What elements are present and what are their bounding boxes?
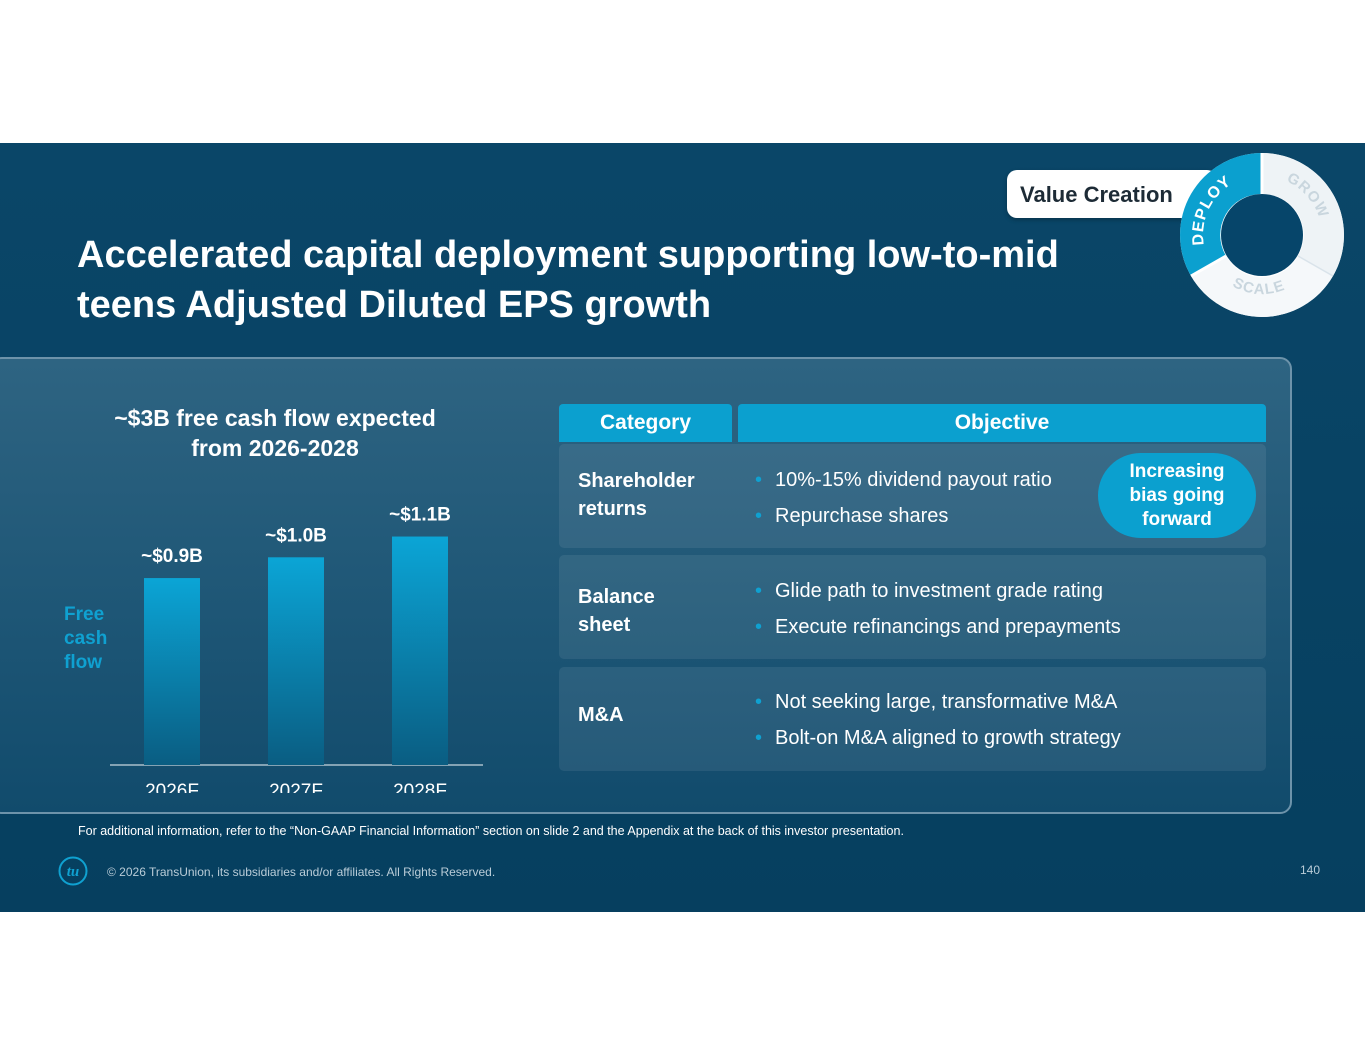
fcf-bar-chart: ~$0.9B 2026F ~$1.0B 2027F ~$1.1B 2028F bbox=[110, 505, 483, 793]
category-line-1: Shareholder bbox=[578, 470, 695, 492]
chart-title: ~$3B free cash flow expected from 2026-2… bbox=[110, 403, 440, 463]
value-creation-label: Value Creation bbox=[1007, 170, 1217, 218]
increasing-bias-badge: Increasing bias going forward bbox=[1098, 453, 1256, 538]
data-label-2026F: ~$0.9B bbox=[141, 546, 203, 567]
table-header-category: Category bbox=[559, 404, 732, 442]
chart-title-line-2: from 2026-2028 bbox=[191, 435, 359, 461]
transunion-logo-icon: tu bbox=[58, 856, 88, 886]
data-label-2027F: ~$1.0B bbox=[265, 525, 327, 546]
table-row-m-and-a: M&A Not seeking large, transformative M&… bbox=[559, 667, 1266, 771]
x-tick-label-2028F: 2028F bbox=[393, 781, 447, 793]
logo-text: tu bbox=[67, 864, 80, 880]
y-axis-label-line-2: cash bbox=[64, 628, 108, 649]
wheel-label-scale: SCALE bbox=[1230, 274, 1287, 298]
slide: Accelerated capital deployment supportin… bbox=[0, 143, 1365, 912]
objective-item: Execute refinancings and prepayments bbox=[755, 609, 1121, 645]
category-line-2: returns bbox=[578, 498, 647, 520]
category-line-2: sheet bbox=[578, 614, 631, 636]
wheel-center bbox=[1221, 194, 1303, 276]
category-line-1: Balance bbox=[578, 586, 655, 608]
data-label-2028F: ~$1.1B bbox=[389, 505, 451, 526]
footnote: For additional information, refer to the… bbox=[78, 824, 904, 838]
table-row-balance-sheet: Balance sheet Glide path to investment g… bbox=[559, 555, 1266, 659]
y-axis-label: Free cash flow bbox=[64, 603, 124, 675]
value-creation-text: Value Creation bbox=[1020, 182, 1173, 207]
row-category: Shareholder returns bbox=[578, 467, 728, 523]
objective-item: Bolt-on M&A aligned to growth strategy bbox=[755, 720, 1121, 756]
objective-list: Not seeking large, transformative M&A Bo… bbox=[755, 684, 1121, 756]
badge-line-1: Increasing bbox=[1129, 460, 1225, 482]
chart-title-line-1: ~$3B free cash flow expected bbox=[114, 405, 436, 431]
bar-2027F bbox=[268, 557, 324, 765]
x-tick-label-2026F: 2026F bbox=[145, 781, 199, 793]
row-category: Balance sheet bbox=[578, 583, 728, 639]
copyright: © 2026 TransUnion, its subsidiaries and/… bbox=[107, 865, 496, 879]
title-line-1: Accelerated capital deployment supportin… bbox=[77, 234, 1059, 276]
badge-line-2: bias going bbox=[1129, 484, 1225, 506]
wheel-segment-grow bbox=[1262, 153, 1344, 276]
wheel-segment-scale bbox=[1191, 256, 1333, 317]
y-axis-label-line-1: Free bbox=[64, 604, 105, 625]
bar-2028F bbox=[392, 536, 448, 765]
bar-2026F bbox=[144, 578, 200, 765]
badge-line-3: forward bbox=[1142, 508, 1212, 530]
y-axis-label-line-3: flow bbox=[64, 652, 102, 673]
objective-item: 10%-15% dividend payout ratio bbox=[755, 462, 1052, 498]
row-category: M&A bbox=[578, 701, 728, 729]
category-line-1: M&A bbox=[578, 704, 624, 726]
page-number: 140 bbox=[1299, 863, 1320, 877]
objective-item: Not seeking large, transformative M&A bbox=[755, 684, 1121, 720]
wheel-segment-deploy bbox=[1180, 153, 1262, 276]
objective-item: Glide path to investment grade rating bbox=[755, 573, 1121, 609]
title-line-2: teens Adjusted Diluted EPS growth bbox=[77, 284, 712, 326]
value-creation-wheel: DEPLOY GROW SCALE bbox=[1180, 153, 1344, 317]
table-header-objective: Objective bbox=[738, 404, 1266, 442]
page-title: Accelerated capital deployment supportin… bbox=[77, 230, 1177, 330]
x-tick-label-2027F: 2027F bbox=[269, 781, 323, 793]
objective-item: Repurchase shares bbox=[755, 498, 1052, 534]
objective-list: 10%-15% dividend payout ratio Repurchase… bbox=[755, 462, 1052, 534]
objective-list: Glide path to investment grade rating Ex… bbox=[755, 573, 1121, 645]
